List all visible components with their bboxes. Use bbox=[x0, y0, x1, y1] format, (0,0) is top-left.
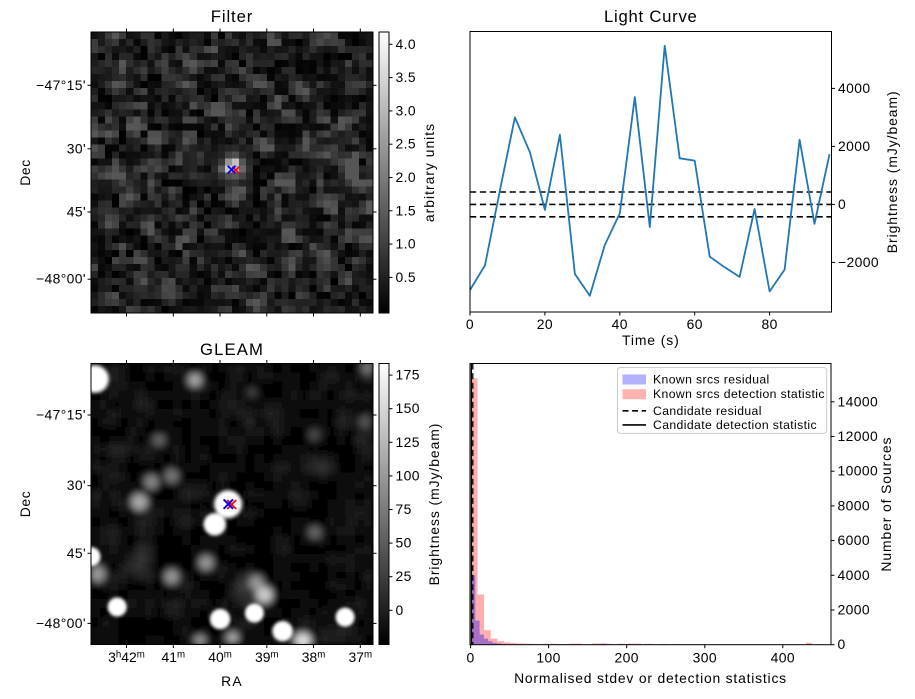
svg-text:RA: RA bbox=[221, 673, 243, 689]
svg-text:1.5: 1.5 bbox=[396, 202, 417, 218]
svg-text:300: 300 bbox=[693, 650, 717, 666]
svg-text:Dec: Dec bbox=[17, 159, 33, 186]
svg-text:50: 50 bbox=[396, 535, 412, 551]
svg-text:30': 30' bbox=[67, 140, 86, 156]
svg-text:75: 75 bbox=[396, 501, 412, 517]
svg-text:Known srcs detection statistic: Known srcs detection statistic bbox=[653, 387, 825, 401]
svg-text:10000: 10000 bbox=[838, 463, 879, 479]
svg-text:Normalised stdev or detection: Normalised stdev or detection statistics bbox=[514, 670, 787, 686]
svg-text:25: 25 bbox=[396, 568, 412, 584]
svg-text:80: 80 bbox=[761, 316, 777, 332]
svg-text:1.0: 1.0 bbox=[396, 236, 417, 252]
svg-text:125: 125 bbox=[396, 434, 420, 450]
svg-text:3h42m: 3h42m bbox=[108, 649, 145, 665]
svg-text:−48°00': −48°00' bbox=[36, 271, 86, 287]
svg-text:6000: 6000 bbox=[838, 532, 871, 548]
svg-text:Brightness (mJy/beam): Brightness (mJy/beam) bbox=[884, 90, 900, 253]
svg-text:Known srcs residual: Known srcs residual bbox=[653, 373, 770, 387]
svg-text:0.5: 0.5 bbox=[396, 269, 417, 285]
svg-text:0: 0 bbox=[396, 602, 404, 618]
svg-text:−47°15': −47°15' bbox=[36, 77, 86, 93]
svg-text:3.0: 3.0 bbox=[396, 102, 417, 118]
svg-text:100: 100 bbox=[536, 650, 560, 666]
svg-text:Candidate residual: Candidate residual bbox=[653, 404, 762, 418]
svg-text:2000: 2000 bbox=[838, 138, 871, 154]
svg-text:0: 0 bbox=[467, 650, 475, 666]
svg-text:40: 40 bbox=[612, 316, 628, 332]
svg-text:0: 0 bbox=[838, 196, 846, 212]
svg-text:400: 400 bbox=[771, 650, 795, 666]
svg-text:4.0: 4.0 bbox=[396, 36, 417, 52]
svg-text:4000: 4000 bbox=[838, 567, 871, 583]
svg-text:0: 0 bbox=[466, 316, 474, 332]
svg-text:175: 175 bbox=[396, 367, 420, 383]
svg-text:45': 45' bbox=[67, 204, 86, 220]
svg-text:Number of Sources: Number of Sources bbox=[878, 437, 894, 572]
svg-text:Dec: Dec bbox=[17, 491, 33, 518]
svg-text:Brightness (mJy/beam): Brightness (mJy/beam) bbox=[426, 423, 442, 586]
svg-text:3.5: 3.5 bbox=[396, 69, 417, 85]
svg-text:60: 60 bbox=[687, 316, 703, 332]
svg-text:4000: 4000 bbox=[838, 80, 871, 96]
svg-text:Light Curve: Light Curve bbox=[604, 7, 698, 26]
svg-text:8000: 8000 bbox=[838, 497, 871, 513]
svg-text:100: 100 bbox=[396, 467, 420, 483]
svg-text:45': 45' bbox=[67, 545, 86, 561]
svg-text:2.0: 2.0 bbox=[396, 169, 417, 185]
svg-text:2.5: 2.5 bbox=[396, 136, 417, 152]
svg-text:0: 0 bbox=[838, 636, 846, 652]
svg-text:arbitrary units: arbitrary units bbox=[421, 123, 437, 222]
svg-text:20: 20 bbox=[537, 316, 553, 332]
svg-text:Candidate detection statistic: Candidate detection statistic bbox=[653, 418, 817, 432]
svg-text:Filter: Filter bbox=[211, 7, 253, 26]
svg-text:30': 30' bbox=[67, 477, 86, 493]
svg-text:Time (s): Time (s) bbox=[622, 332, 680, 348]
svg-text:12000: 12000 bbox=[838, 428, 879, 444]
svg-text:−48°00': −48°00' bbox=[36, 615, 86, 631]
svg-text:GLEAM: GLEAM bbox=[200, 340, 264, 359]
svg-text:2000: 2000 bbox=[838, 602, 871, 618]
svg-text:−47°15': −47°15' bbox=[36, 407, 86, 423]
svg-text:14000: 14000 bbox=[838, 393, 879, 409]
svg-text:200: 200 bbox=[615, 650, 639, 666]
svg-text:−2000: −2000 bbox=[838, 254, 879, 270]
svg-text:150: 150 bbox=[396, 400, 420, 416]
